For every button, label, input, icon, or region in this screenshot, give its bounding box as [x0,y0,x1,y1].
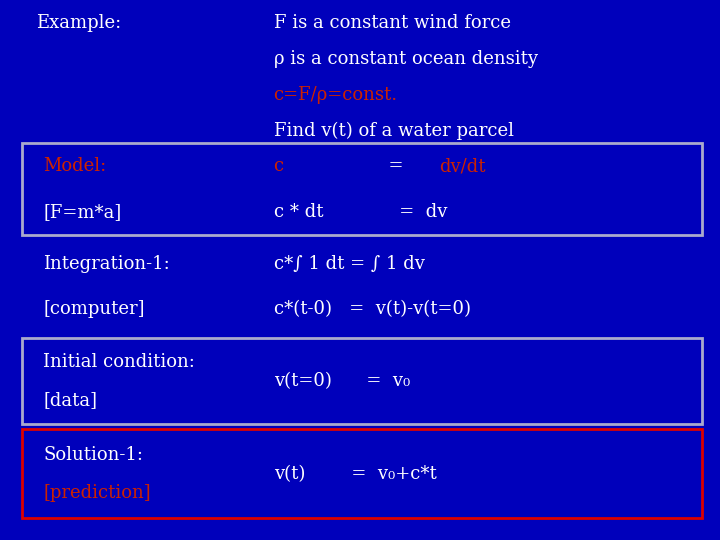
Text: c*(t-0)   =  v(t)-v(t=0): c*(t-0) = v(t)-v(t=0) [274,300,471,318]
Text: [computer]: [computer] [43,300,145,318]
Text: c: c [274,157,284,176]
Text: c=F/ρ=const.: c=F/ρ=const. [274,86,397,104]
FancyBboxPatch shape [22,429,702,518]
Text: v(t=0)      =  v₀: v(t=0) = v₀ [274,372,410,390]
Text: Initial condition:: Initial condition: [43,353,195,371]
Text: dv/dt: dv/dt [439,157,486,176]
Text: Find v(t) of a water parcel: Find v(t) of a water parcel [274,122,513,140]
Text: ρ is a constant ocean density: ρ is a constant ocean density [274,50,538,68]
Text: [F=m*a]: [F=m*a] [43,202,122,221]
Text: Solution-1:: Solution-1: [43,446,143,464]
Text: c * dt: c * dt [274,202,323,221]
FancyBboxPatch shape [22,143,702,235]
Text: Example:: Example: [36,14,121,31]
Text: [prediction]: [prediction] [43,484,150,502]
Text: v(t)        =  v₀+c*t: v(t) = v₀+c*t [274,465,436,483]
FancyBboxPatch shape [22,338,702,424]
Text: =: = [331,157,415,176]
Text: [data]: [data] [43,390,97,409]
Text: Integration-1:: Integration-1: [43,254,170,273]
Text: c*∫ 1 dt = ∫ 1 dv: c*∫ 1 dt = ∫ 1 dv [274,254,425,273]
Text: =  dv: = dv [382,202,447,221]
Text: Model:: Model: [43,157,107,176]
Text: F is a constant wind force: F is a constant wind force [274,14,510,31]
